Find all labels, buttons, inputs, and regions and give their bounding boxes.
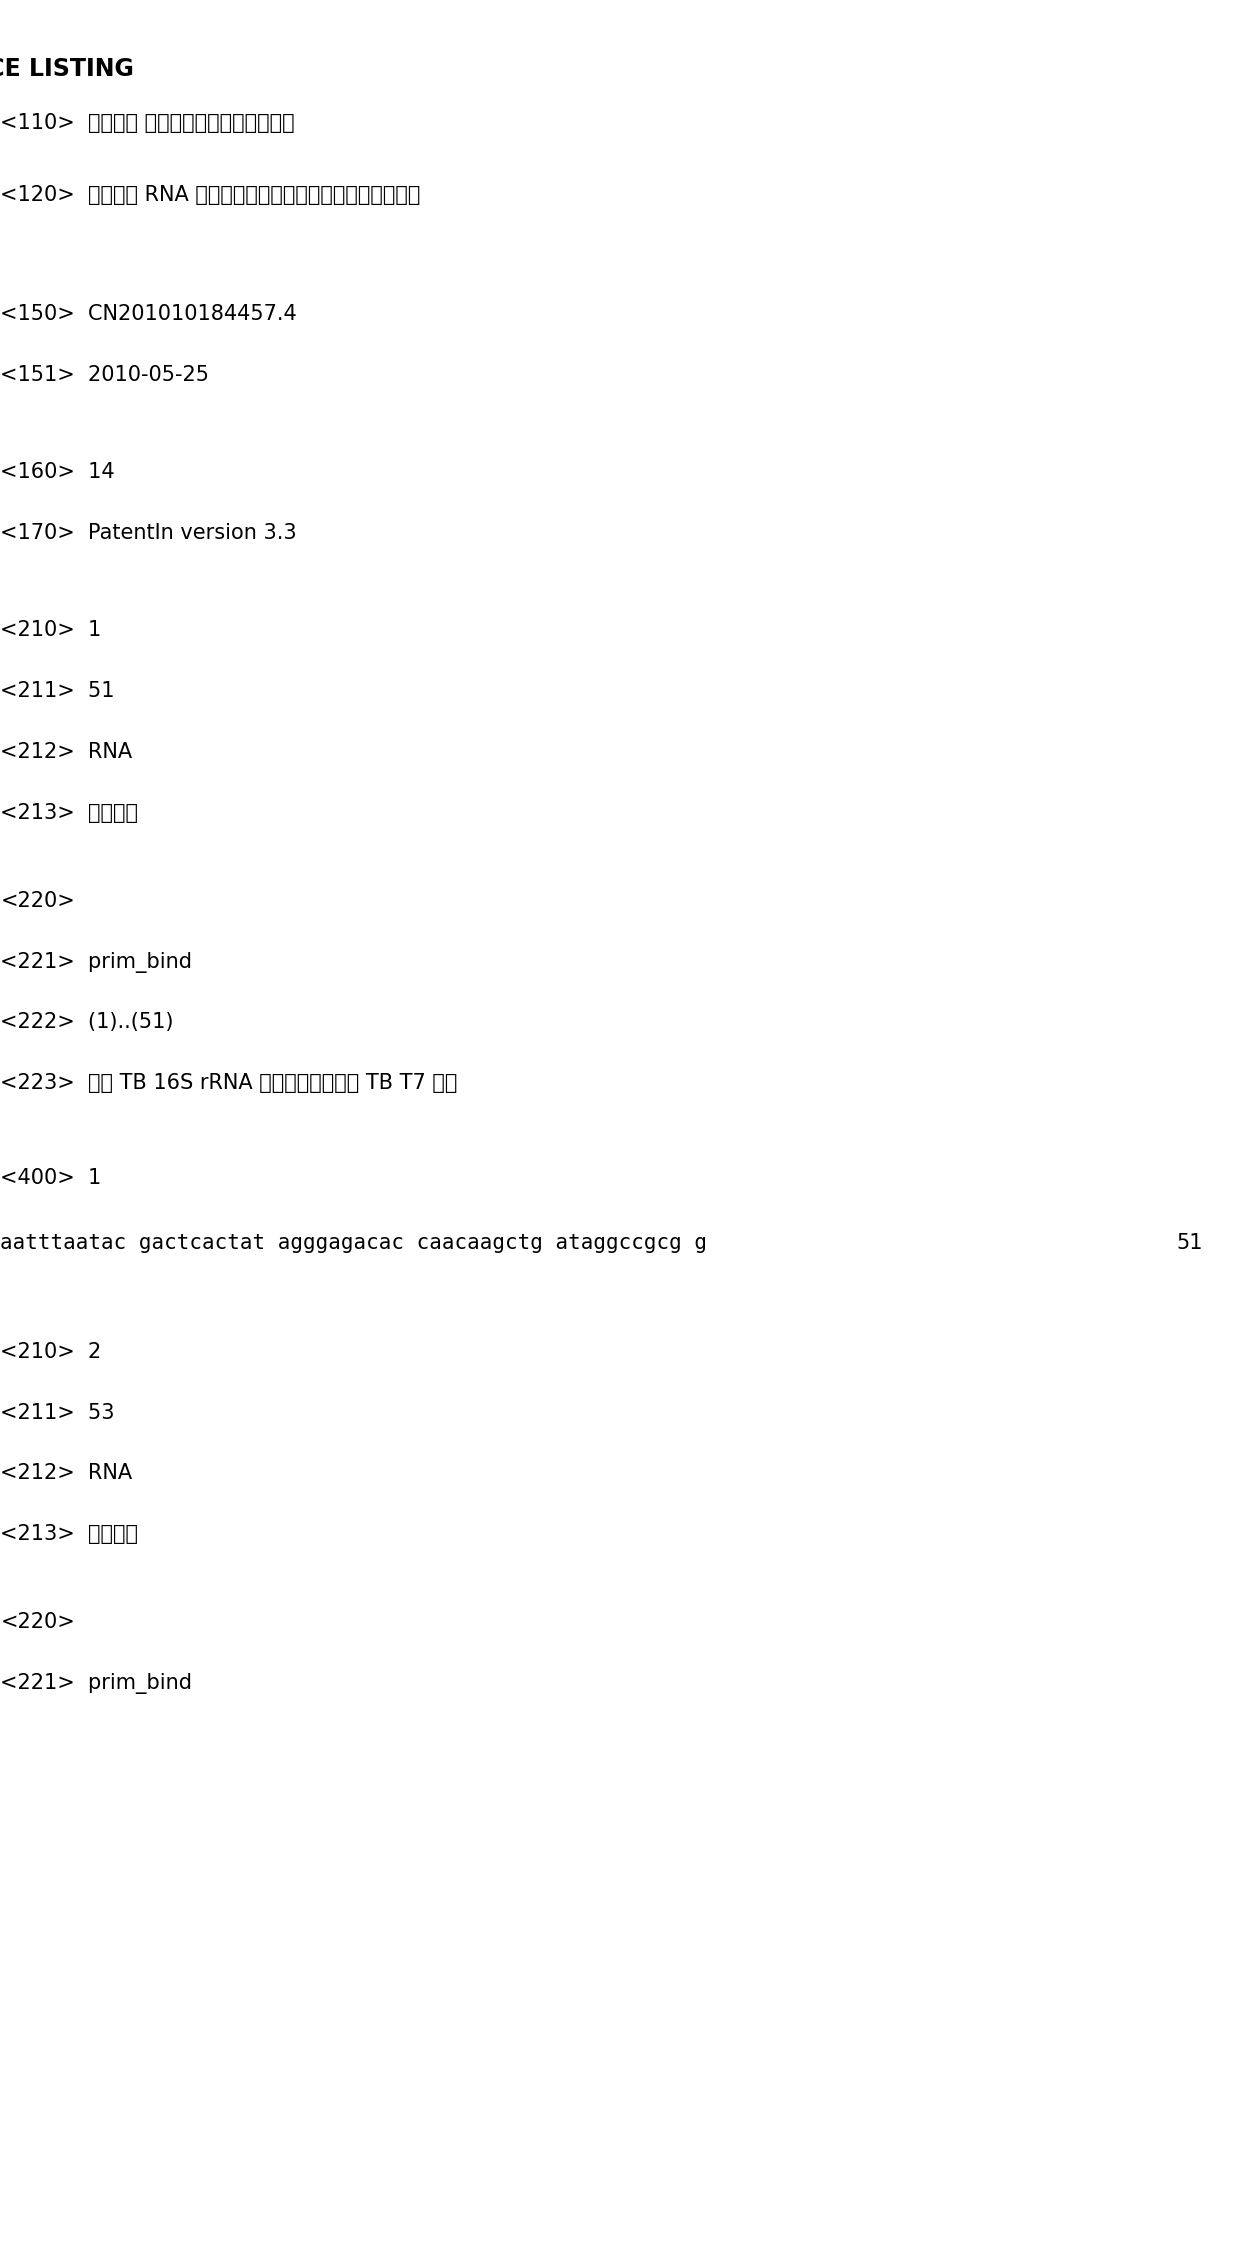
Text: <213>  人工序列: <213> 人工序列: [0, 803, 139, 823]
Text: aatttaatac gactcactat agggagacac caacaagctg ataggccgcg g: aatttaatac gactcactat agggagacac caacaag…: [0, 1233, 707, 1254]
Text: <221>  prim_bind: <221> prim_bind: [0, 952, 192, 972]
Text: <223>  根据 TB 16S rRNA 基因保守区设计的 TB T7 引物: <223> 根据 TB 16S rRNA 基因保守区设计的 TB T7 引物: [0, 1073, 458, 1094]
Text: <210>  1: <210> 1: [0, 620, 102, 640]
Text: <211>  53: <211> 53: [0, 1403, 115, 1423]
Text: <212>  RNA: <212> RNA: [0, 1463, 133, 1484]
Text: <222>  (1)..(51): <222> (1)..(51): [0, 1012, 174, 1033]
Text: <220>: <220>: [0, 1612, 76, 1633]
Text: 51: 51: [1177, 1233, 1203, 1254]
Text: <110>  申请人： 上海仁度生物科技有限公司: <110> 申请人： 上海仁度生物科技有限公司: [0, 113, 295, 133]
Text: SEQUENCE LISTING: SEQUENCE LISTING: [0, 56, 134, 81]
Text: <210>  2: <210> 2: [0, 1342, 102, 1362]
Text: <151>  2010-05-25: <151> 2010-05-25: [0, 365, 210, 386]
Text: <160>  14: <160> 14: [0, 462, 115, 483]
Text: <213>  人工序列: <213> 人工序列: [0, 1524, 139, 1545]
Text: <212>  RNA: <212> RNA: [0, 742, 133, 762]
Text: <170>  PatentIn version 3.3: <170> PatentIn version 3.3: [0, 523, 298, 543]
Text: <211>  51: <211> 51: [0, 681, 115, 701]
Text: <220>: <220>: [0, 891, 76, 911]
Text: <150>  CN201010184457.4: <150> CN201010184457.4: [0, 304, 298, 325]
Text: <221>  prim_bind: <221> prim_bind: [0, 1673, 192, 1694]
Text: <400>  1: <400> 1: [0, 1168, 102, 1188]
Text: <120>  一种利用 RNA 恒温扩增的结核分枝杆菌核酸检测试剂盒: <120> 一种利用 RNA 恒温扩增的结核分枝杆菌核酸检测试剂盒: [0, 185, 420, 205]
